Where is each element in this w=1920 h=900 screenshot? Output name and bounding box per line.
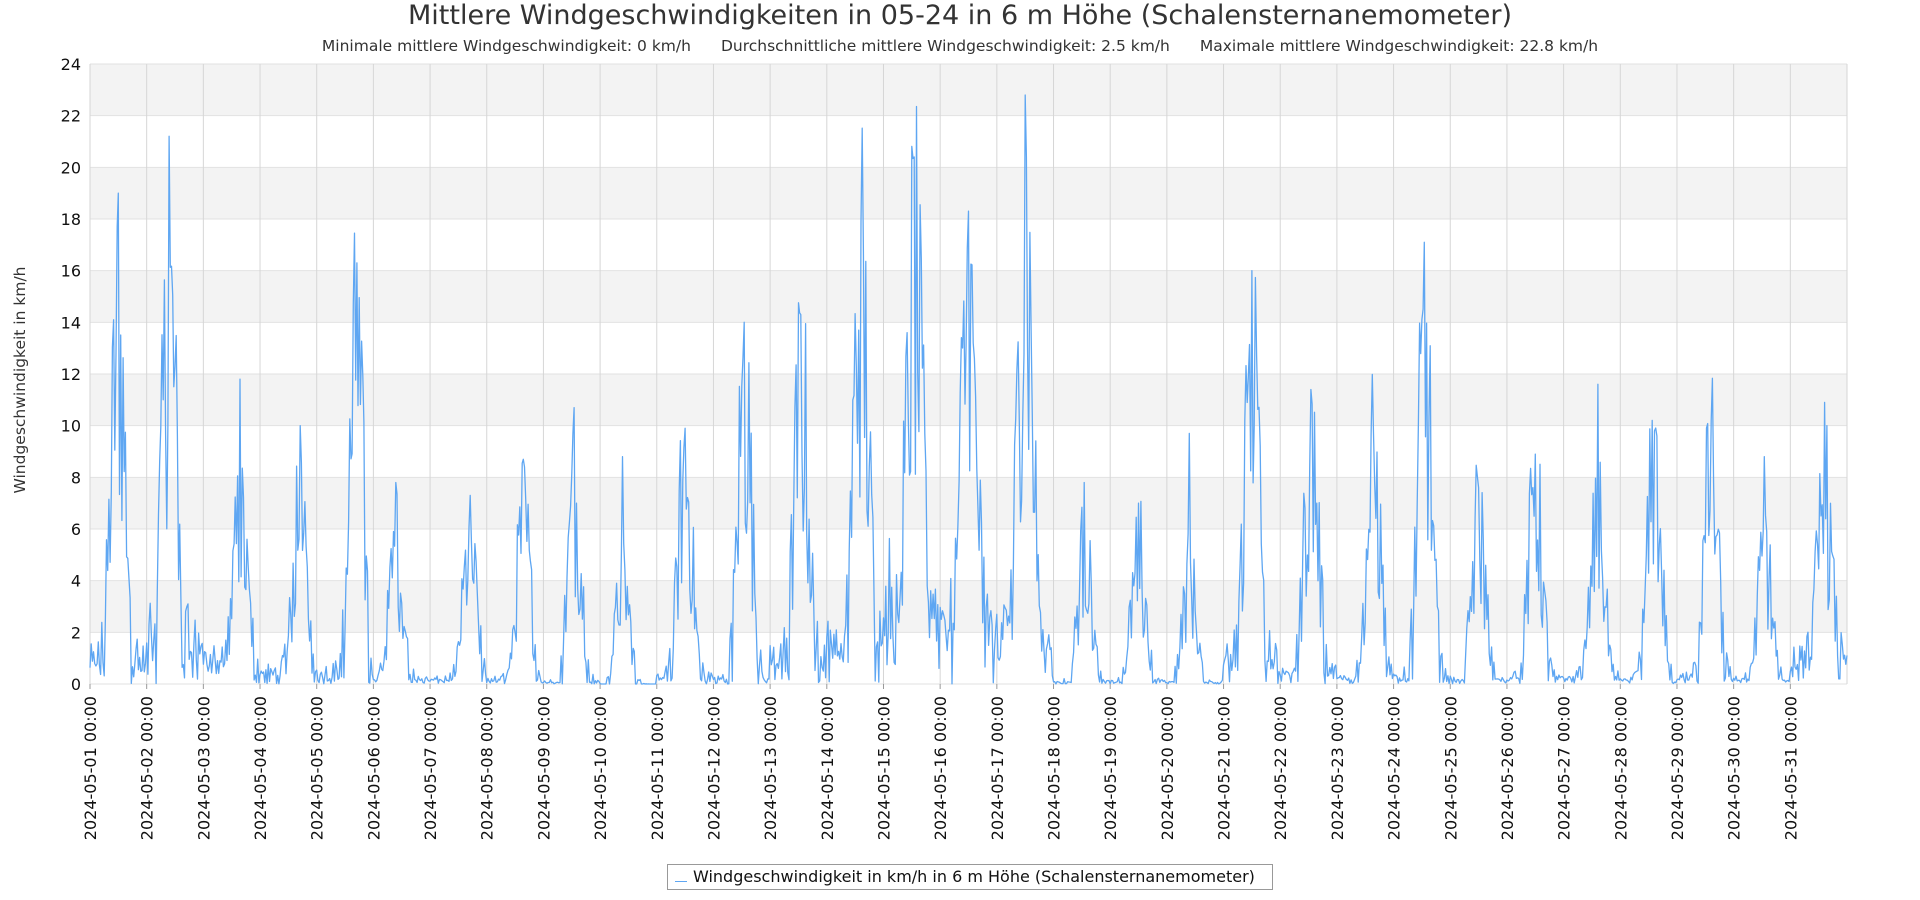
x-tick-label: 2024-05-24 00:00 — [1385, 696, 1404, 840]
y-tick-label: 20 — [61, 158, 81, 177]
vertical-gridlines — [89, 64, 1848, 684]
subtitle-max: Maximale mittlere Windgeschwindigkeit: 2… — [1199, 37, 1599, 55]
x-axis-ticks: 2024-05-01 00:00 2024-05-02 00:00 2024-05-… — [81, 684, 1800, 840]
x-tick-label: 2024-05-26 00:00 — [1498, 696, 1517, 840]
x-tick-label: 2024-05-04 00:00 — [251, 696, 270, 840]
x-tick-label: 2024-05-07 00:00 — [421, 696, 440, 840]
x-tick-label: 2024-05-01 00:00 — [81, 696, 100, 840]
y-tick-label: 2 — [71, 623, 81, 642]
x-tick-label: 2024-05-03 00:00 — [194, 696, 213, 840]
grid-band — [90, 167, 1847, 219]
y-tick-label: 6 — [71, 520, 81, 539]
y-tick-label: 0 — [71, 675, 81, 694]
series-line — [89, 94, 1848, 685]
legend[interactable]: Windgeschwindigkeit in km/h in 6 m Höhe … — [667, 864, 1273, 890]
y-axis-label: Windgeschwindigkeit in km/h — [11, 267, 29, 494]
x-tick-label: 2024-05-22 00:00 — [1271, 696, 1290, 840]
x-tick-label: 2024-05-25 00:00 — [1441, 696, 1460, 840]
x-tick-label: 2024-05-11 00:00 — [648, 696, 667, 840]
y-tick-label: 10 — [61, 417, 81, 436]
y-tick-label: 8 — [71, 468, 81, 487]
x-tick-label: 2024-05-19 00:00 — [1101, 696, 1120, 840]
y-tick-label: 14 — [61, 313, 81, 332]
x-tick-label: 2024-05-27 00:00 — [1555, 696, 1574, 840]
grid-band — [90, 580, 1847, 633]
chart-subtitle: Minimale mittlere Windgeschwindigkeit: 0… — [0, 37, 1920, 55]
x-tick-label: 2024-05-05 00:00 — [308, 696, 327, 840]
x-tick-label: 2024-05-23 00:00 — [1328, 696, 1347, 840]
x-tick-label: 2024-05-16 00:00 — [931, 696, 950, 840]
grid-band — [90, 477, 1847, 529]
y-tick-label: 18 — [61, 210, 81, 229]
x-tick-label: 2024-05-10 00:00 — [591, 696, 610, 840]
x-tick-label: 2024-05-06 00:00 — [364, 696, 383, 840]
y-tick-label: 4 — [71, 572, 81, 591]
x-tick-label: 2024-05-29 00:00 — [1668, 696, 1687, 840]
x-tick-label: 2024-05-31 00:00 — [1781, 696, 1800, 840]
x-tick-label: 2024-05-18 00:00 — [1045, 696, 1064, 840]
subtitle-avg: Durchschnittliche mittlere Windgeschwind… — [720, 37, 1170, 55]
grid-bands — [90, 63, 1847, 685]
x-tick-label: 2024-05-20 00:00 — [1158, 696, 1177, 840]
x-tick-label: 2024-05-08 00:00 — [478, 696, 497, 840]
x-tick-label: 2024-05-02 00:00 — [138, 696, 157, 840]
y-tick-label: 22 — [61, 107, 81, 126]
grid-band — [90, 115, 1847, 168]
subtitle-min: Minimale mittlere Windgeschwindigkeit: 0… — [321, 37, 691, 55]
x-tick-label: 2024-05-15 00:00 — [874, 696, 893, 840]
grid-band — [90, 64, 1847, 116]
grid-band — [90, 529, 1847, 581]
grid-band — [90, 425, 1847, 478]
grid-band — [90, 374, 1847, 426]
x-tick-label: 2024-05-13 00:00 — [761, 696, 780, 840]
x-tick-label: 2024-05-21 00:00 — [1215, 696, 1234, 840]
x-tick-label: 2024-05-12 00:00 — [704, 696, 723, 840]
x-tick-label: 2024-05-14 00:00 — [818, 696, 837, 840]
y-tick-label: 24 — [61, 55, 81, 74]
y-tick-label: 16 — [61, 262, 81, 281]
legend-swatch — [675, 881, 687, 882]
x-tick-label: 2024-05-28 00:00 — [1611, 696, 1630, 840]
series-group — [89, 94, 1848, 685]
x-tick-label: 2024-05-09 00:00 — [534, 696, 553, 840]
x-tick-label: 2024-05-17 00:00 — [988, 696, 1007, 840]
legend-label: Windgeschwindigkeit in km/h in 6 m Höhe … — [693, 867, 1255, 886]
y-tick-label: 12 — [61, 365, 81, 384]
chart-title: Mittlere Windgeschwindigkeiten in 05-24 … — [407, 0, 1512, 31]
x-tick-label: 2024-05-30 00:00 — [1725, 696, 1744, 840]
